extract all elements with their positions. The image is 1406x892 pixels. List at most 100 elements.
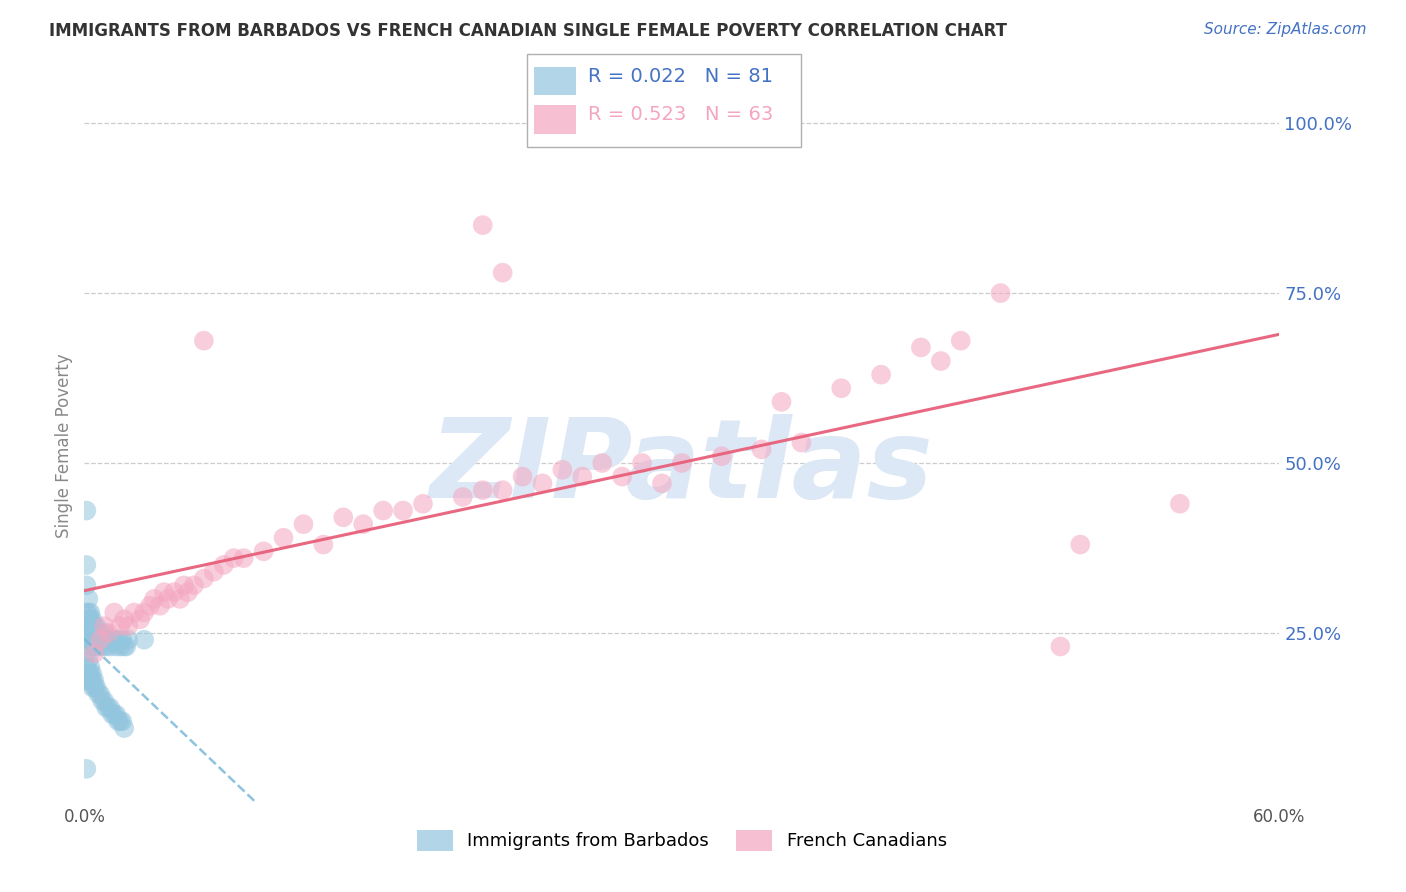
Point <box>77 632 100 647</box>
Point <box>222 551 245 566</box>
Point <box>93 694 115 708</box>
Point <box>79 673 101 688</box>
Point <box>492 483 515 498</box>
Point <box>83 626 105 640</box>
Point <box>212 558 235 572</box>
Point <box>1049 640 1071 654</box>
Point <box>139 599 162 613</box>
Point <box>122 606 145 620</box>
Point <box>591 456 613 470</box>
Point <box>232 551 254 566</box>
Point <box>471 218 494 232</box>
Point <box>75 578 97 592</box>
Point <box>790 435 813 450</box>
Text: R = 0.523   N = 63: R = 0.523 N = 63 <box>588 105 773 124</box>
Point <box>87 626 110 640</box>
Point <box>101 707 124 722</box>
Point <box>471 483 494 498</box>
Point <box>89 632 111 647</box>
Point <box>117 632 139 647</box>
Point <box>117 619 139 633</box>
Point <box>631 456 654 470</box>
Point <box>77 653 100 667</box>
Point <box>352 517 374 532</box>
Point <box>98 640 121 654</box>
Point <box>96 640 118 654</box>
Point <box>412 497 434 511</box>
Point <box>86 619 108 633</box>
Point <box>273 531 295 545</box>
Point <box>173 578 195 592</box>
Point <box>105 707 128 722</box>
Point <box>91 694 114 708</box>
Point <box>75 673 97 688</box>
Point <box>93 632 115 647</box>
Point <box>75 606 97 620</box>
Point <box>97 632 120 647</box>
Point <box>82 666 104 681</box>
Point <box>91 632 114 647</box>
Point <box>830 381 852 395</box>
Point <box>86 632 108 647</box>
Point <box>332 510 354 524</box>
Legend: Immigrants from Barbados, French Canadians: Immigrants from Barbados, French Canadia… <box>409 822 955 858</box>
Point <box>110 619 132 633</box>
Point <box>492 266 515 280</box>
Point <box>770 394 793 409</box>
Point <box>107 632 129 647</box>
Point <box>79 632 101 647</box>
Point <box>551 463 574 477</box>
Point <box>253 544 276 558</box>
Point <box>193 334 215 348</box>
Point <box>77 666 100 681</box>
Point <box>451 490 474 504</box>
Point <box>105 640 128 654</box>
Point <box>96 700 118 714</box>
Point <box>97 626 120 640</box>
Point <box>87 687 110 701</box>
Y-axis label: Single Female Poverty: Single Female Poverty <box>55 354 73 538</box>
Point <box>153 585 176 599</box>
Point <box>112 721 135 735</box>
Point <box>79 666 101 681</box>
Point <box>83 680 105 694</box>
Point <box>77 612 100 626</box>
Point <box>96 632 118 647</box>
Point <box>1069 537 1091 551</box>
Point <box>75 626 97 640</box>
Point <box>89 626 111 640</box>
Text: R = 0.022   N = 81: R = 0.022 N = 81 <box>588 67 773 86</box>
Point <box>111 632 134 647</box>
Point <box>571 469 593 483</box>
Point <box>103 632 125 647</box>
Point <box>132 632 156 647</box>
Point <box>990 286 1012 301</box>
Point <box>112 612 135 626</box>
Point <box>75 646 97 660</box>
Point <box>103 606 125 620</box>
Point <box>910 341 932 355</box>
Point <box>183 578 205 592</box>
Point <box>193 572 215 586</box>
Point <box>82 619 104 633</box>
Point <box>77 606 100 620</box>
Point <box>87 632 110 647</box>
Point <box>512 469 534 483</box>
Point <box>82 673 104 688</box>
Point <box>112 640 135 654</box>
Point <box>89 687 111 701</box>
Point <box>177 585 200 599</box>
Point <box>83 640 105 654</box>
Point <box>531 476 554 491</box>
Point <box>82 626 104 640</box>
Point <box>202 565 225 579</box>
Point <box>77 673 100 688</box>
Point <box>101 632 124 647</box>
Point <box>93 626 115 640</box>
Point <box>93 619 115 633</box>
Point <box>1168 497 1191 511</box>
Point <box>77 626 100 640</box>
Point <box>110 640 132 654</box>
Point <box>163 585 186 599</box>
Text: IMMIGRANTS FROM BARBADOS VS FRENCH CANADIAN SINGLE FEMALE POVERTY CORRELATION CH: IMMIGRANTS FROM BARBADOS VS FRENCH CANAD… <box>49 22 1007 40</box>
